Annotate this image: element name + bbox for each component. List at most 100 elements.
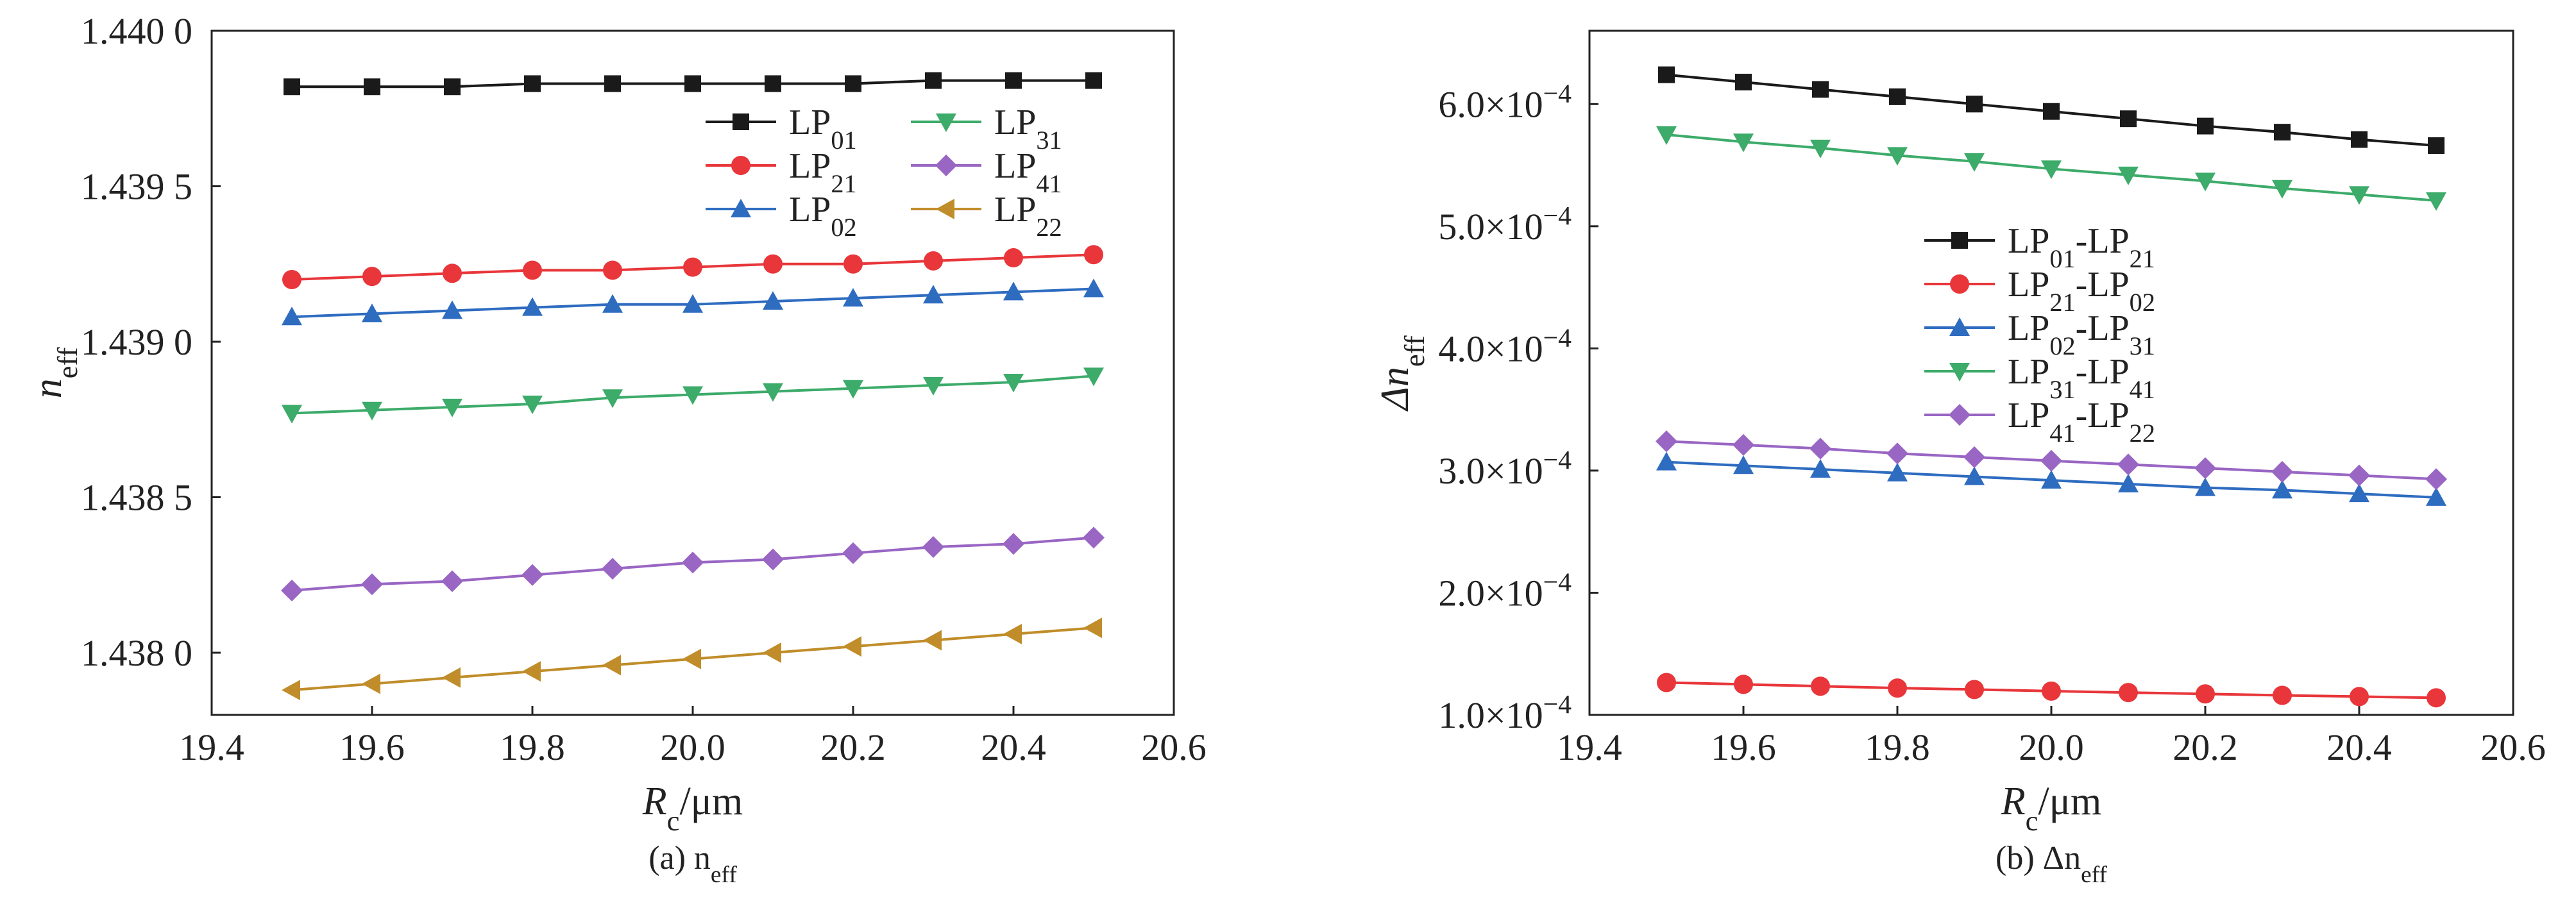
- data-point-1-2-0: [1656, 451, 1677, 471]
- data-point-0-0-3: [524, 75, 541, 92]
- data-point-0-0-5: [684, 75, 701, 92]
- data-point-0-5-8: [923, 630, 942, 651]
- data-point-0-0-10: [1085, 72, 1102, 89]
- data-point-0-4-9: [1003, 533, 1024, 555]
- panel-caption: (a) neff: [648, 840, 737, 888]
- x-tick-label: 20.6: [2480, 726, 2546, 768]
- data-point-1-0-1: [1735, 74, 1752, 91]
- data-point-1-3-8: [2272, 180, 2292, 199]
- data-point-1-2-3: [1887, 462, 1908, 482]
- data-point-0-1-0: [282, 270, 301, 289]
- data-point-0-0-8: [925, 72, 942, 89]
- data-point-0-5-3: [522, 661, 541, 682]
- data-point-0-0-1: [364, 78, 380, 96]
- data-point-1-3-4: [1964, 153, 1985, 172]
- data-point-0-1-5: [683, 257, 702, 277]
- data-point-1-0-10: [2428, 137, 2445, 155]
- data-point-1-4-1: [1733, 433, 1754, 456]
- data-point-0-2-5: [682, 294, 703, 313]
- legend-label: LP02-LP31: [2008, 308, 2155, 360]
- data-point-1-0-5: [2043, 103, 2060, 120]
- legend-marker: [1949, 317, 1970, 336]
- x-tick-label: 20.0: [2019, 726, 2084, 768]
- data-point-1-0-3: [1889, 88, 1906, 105]
- data-point-0-3-5: [682, 386, 703, 405]
- legend-label: LP31: [994, 103, 1062, 155]
- data-point-0-4-7: [842, 542, 864, 564]
- data-point-0-5-1: [362, 673, 380, 694]
- data-point-0-4-8: [922, 536, 944, 558]
- y-tick-label: 1.439 5: [81, 166, 192, 208]
- data-point-0-3-4: [602, 389, 623, 408]
- legend-label: LP31-LP41: [2008, 352, 2155, 404]
- x-tick-label: 19.4: [1557, 726, 1622, 768]
- data-point-0-1-9: [1004, 248, 1023, 268]
- data-point-0-5-4: [602, 655, 621, 676]
- legend-1: LP01-LP21LP21-LP02LP02-LP31LP31-LP41LP41…: [1924, 221, 2155, 448]
- data-point-0-3-8: [923, 376, 944, 396]
- data-point-0-3-2: [442, 398, 462, 417]
- y-tick-label: 2.0×10−4: [1438, 567, 1572, 614]
- legend-marker: [1951, 232, 1968, 249]
- data-point-1-3-1: [1733, 133, 1754, 153]
- y-tick-label: 1.438 0: [81, 632, 192, 674]
- data-point-0-3-6: [763, 383, 783, 402]
- data-point-1-1-3: [1888, 678, 1907, 698]
- data-point-0-4-6: [762, 548, 784, 571]
- data-point-1-4-8: [2271, 460, 2293, 483]
- data-point-0-2-8: [923, 285, 944, 304]
- x-tick-label: 19.8: [500, 726, 565, 768]
- data-point-0-2-4: [602, 294, 623, 313]
- x-tick-label: 20.2: [2173, 726, 2238, 768]
- chart-panel-1: 19.4 19.6 19.8 20.0 20.2 20.4 20.6 1.0×10−4 2.0×…: [1373, 29, 2546, 888]
- data-point-1-0-8: [2274, 124, 2291, 141]
- data-point-1-3-9: [2349, 186, 2369, 205]
- data-point-1-3-5: [2041, 160, 2062, 180]
- y-tick-label: 1.0×10−4: [1438, 690, 1572, 736]
- data-point-1-1-0: [1657, 673, 1676, 692]
- x-tick-label: 19.4: [179, 726, 244, 768]
- legend-label: LP21-LP02: [2008, 265, 2155, 317]
- y-axis-title: Δneff: [1373, 335, 1430, 412]
- data-point-0-3-10: [1083, 367, 1104, 387]
- data-point-0-2-2: [442, 300, 462, 319]
- legend-label: LP41: [994, 146, 1062, 198]
- legend-label: LP01-LP21: [2008, 221, 2155, 273]
- data-point-0-0-2: [444, 78, 461, 96]
- data-point-0-2-1: [362, 303, 382, 323]
- data-point-0-0-6: [765, 75, 781, 92]
- data-point-0-2-0: [282, 306, 302, 326]
- data-point-0-5-0: [282, 680, 300, 701]
- legend-label: LP02: [789, 190, 857, 242]
- x-tick-label: 19.8: [1865, 726, 1930, 768]
- data-point-0-4-10: [1083, 526, 1105, 549]
- data-point-1-3-2: [1810, 139, 1831, 158]
- y-tick-label: 6.0×10−4: [1438, 79, 1572, 125]
- data-point-0-1-8: [924, 251, 943, 271]
- data-point-1-0-0: [1658, 66, 1675, 83]
- data-point-0-3-0: [282, 405, 302, 424]
- data-point-1-2-1: [1733, 455, 1754, 474]
- data-point-0-2-6: [763, 290, 783, 310]
- data-point-0-2-3: [522, 297, 543, 316]
- data-point-1-0-6: [2120, 110, 2137, 128]
- data-point-1-0-7: [2197, 117, 2214, 135]
- data-point-1-4-7: [2194, 457, 2216, 480]
- data-point-0-3-7: [843, 380, 863, 399]
- y-tick-label: 1.439 0: [81, 321, 192, 363]
- data-point-0-3-9: [1003, 374, 1024, 393]
- data-point-1-2-4: [1964, 466, 1985, 485]
- data-point-1-3-3: [1887, 147, 1908, 166]
- data-point-1-2-8: [2272, 480, 2292, 499]
- legend-marker: [1950, 274, 1969, 294]
- x-tick-label: 19.6: [1711, 726, 1776, 768]
- legend-label: LP01: [789, 103, 857, 155]
- data-point-1-4-5: [2040, 449, 2062, 472]
- data-point-0-4-4: [602, 558, 623, 580]
- data-point-0-1-6: [763, 254, 783, 274]
- x-tick-label: 20.6: [1141, 726, 1207, 768]
- data-point-1-2-5: [2041, 470, 2062, 489]
- data-point-0-3-3: [522, 396, 543, 414]
